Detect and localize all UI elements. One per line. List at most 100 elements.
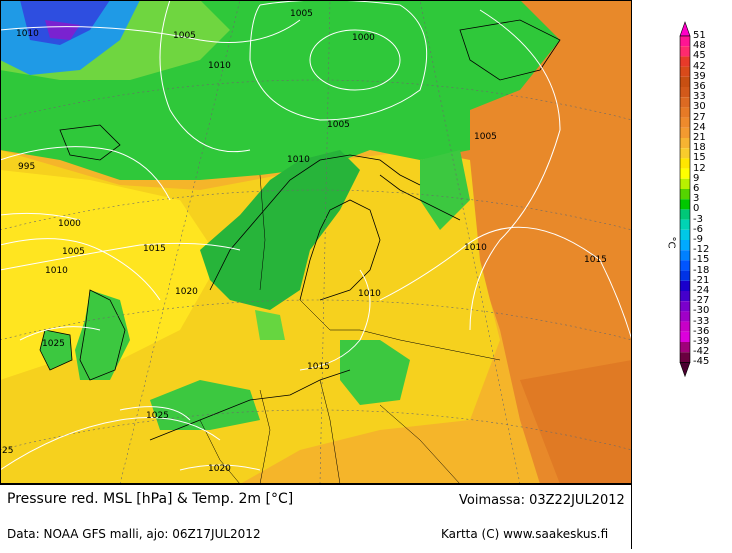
colorbar-segment xyxy=(680,97,690,108)
isobar-label: 1010 xyxy=(208,61,231,71)
legend-tick-label: 9 xyxy=(693,172,700,184)
legend-tick-label: -15 xyxy=(693,254,710,266)
temperature-legend: °C xyxy=(632,0,732,549)
isobar-label: 25 xyxy=(2,446,13,456)
isobar-label: 1010 xyxy=(287,155,310,165)
legend-tick-label: 42 xyxy=(693,60,706,72)
colorbar-segment xyxy=(680,158,690,169)
legend-tick-label: 33 xyxy=(693,91,706,103)
isobar-label: 1015 xyxy=(584,255,607,265)
colorbar-segment xyxy=(680,321,690,332)
colorbar-segment xyxy=(680,46,690,57)
legend-tick-label: 51 xyxy=(693,30,706,41)
colorbar-segment xyxy=(680,301,690,312)
isobar-label: 1015 xyxy=(143,244,166,254)
legend-tick-label: 48 xyxy=(693,40,706,52)
legend-tick-label: 45 xyxy=(693,50,706,62)
valid-time: Voimassa: 03Z22JUL2012 xyxy=(459,493,625,508)
legend-tick-label: 24 xyxy=(693,121,706,133)
colorbar-segment xyxy=(680,107,690,118)
graticule xyxy=(0,0,632,484)
isobar-label: 1000 xyxy=(58,219,81,229)
legend-tick-label: -27 xyxy=(693,295,710,307)
legend-tick-label: -39 xyxy=(693,336,710,347)
isobar-label: 995 xyxy=(18,162,35,172)
borders xyxy=(199,174,501,484)
colorbar-segment xyxy=(680,342,690,353)
legend-tick-label: 6 xyxy=(693,183,700,194)
colorbar-segment xyxy=(680,56,690,67)
colorbar-segment xyxy=(680,240,690,251)
isobar-label: 1005 xyxy=(290,9,313,19)
colorbar-segment xyxy=(680,331,690,342)
legend-tick-label: -21 xyxy=(693,274,710,286)
isobar-label: 1020 xyxy=(208,464,231,474)
data-source: Data: NOAA GFS malli, ajo: 06Z17JUL2012 xyxy=(7,527,261,541)
legend-tick-label: 18 xyxy=(693,142,706,154)
colorbar-segment xyxy=(680,189,690,200)
legend-tick-label: 3 xyxy=(693,193,700,205)
isobar-label: 1010 xyxy=(45,266,68,276)
colorbar-segment xyxy=(680,168,690,179)
legend-tick-label: -3 xyxy=(693,213,703,225)
isobar-label: 1025 xyxy=(42,339,65,349)
isobar-label: 1015 xyxy=(307,362,330,372)
legend-tick-label: 39 xyxy=(693,70,706,82)
coastlines xyxy=(39,19,561,441)
legend-tick-label: -12 xyxy=(693,244,710,256)
colorbar-segment xyxy=(680,260,690,271)
colorbar-segment xyxy=(680,209,690,220)
colorbar-segment xyxy=(680,148,690,159)
colorbar-top-arrow xyxy=(679,21,691,37)
legend-unit: °C xyxy=(665,236,677,249)
legend-tick-label: -6 xyxy=(693,223,703,235)
isobar-label: 1025 xyxy=(146,411,169,421)
legend-tick-label: -9 xyxy=(693,234,703,245)
isobar-label: 1000 xyxy=(352,33,375,43)
legend-tick-label: 30 xyxy=(693,101,706,113)
legend-tick-label: -42 xyxy=(693,346,710,358)
colorbar-segment xyxy=(680,138,690,149)
colorbar-segment xyxy=(680,36,690,47)
legend-tick-label: -24 xyxy=(693,285,710,296)
legend-tick-label: 21 xyxy=(693,132,706,143)
legend-tick-label: -33 xyxy=(693,315,710,327)
legend-tick-label: -18 xyxy=(693,264,710,276)
legend-tick-label: -30 xyxy=(693,305,710,317)
legend-tick-label: 12 xyxy=(693,162,706,174)
isobar-label: 1005 xyxy=(327,120,350,130)
isobar-label: 1010 xyxy=(464,243,487,253)
weather-map: 1010 1005 1005 1000 1010 1005 1005 995 1… xyxy=(0,0,632,484)
colorbar-segment xyxy=(680,311,690,322)
isobar-label: 1010 xyxy=(358,289,381,299)
colorbar-segment xyxy=(680,291,690,302)
map-frame xyxy=(0,0,632,484)
isobar-label: 1005 xyxy=(173,31,196,41)
colorbar-segment xyxy=(680,127,690,138)
legend-tick-label: -45 xyxy=(693,356,710,368)
colorbar-segment xyxy=(680,352,690,363)
scandinavia-cool xyxy=(200,150,360,310)
colorbar-segment xyxy=(680,76,690,87)
map-footer: Pressure red. MSL [hPa] & Temp. 2m [°C] … xyxy=(0,484,632,549)
isobar-labels: 1010 1005 1005 1000 1010 1005 1005 995 1… xyxy=(2,9,607,474)
colorbar xyxy=(679,21,691,378)
colorbar-segment xyxy=(680,199,690,210)
legend-tick-label: -36 xyxy=(693,325,710,337)
colorbar-segment xyxy=(680,66,690,77)
colorbar-bottom-arrow xyxy=(679,362,691,378)
isobars xyxy=(0,0,632,471)
colorbar-segment xyxy=(680,178,690,189)
legend-tick-label: 36 xyxy=(693,81,706,92)
colorbar-segment xyxy=(680,219,690,230)
credit: Kartta (C) www.saakeskus.fi xyxy=(441,527,609,541)
colorbar-segment xyxy=(680,280,690,291)
colorbar-segment xyxy=(680,117,690,128)
colorbar-segment xyxy=(680,250,690,261)
isobar-label: 1005 xyxy=(62,247,85,257)
colorbar-segment xyxy=(680,87,690,98)
legend-tick-label: 27 xyxy=(693,111,706,123)
isobar-label: 1020 xyxy=(175,287,198,297)
map-title: Pressure red. MSL [hPa] & Temp. 2m [°C] xyxy=(7,491,294,507)
legend-tick-label: 15 xyxy=(693,152,706,164)
